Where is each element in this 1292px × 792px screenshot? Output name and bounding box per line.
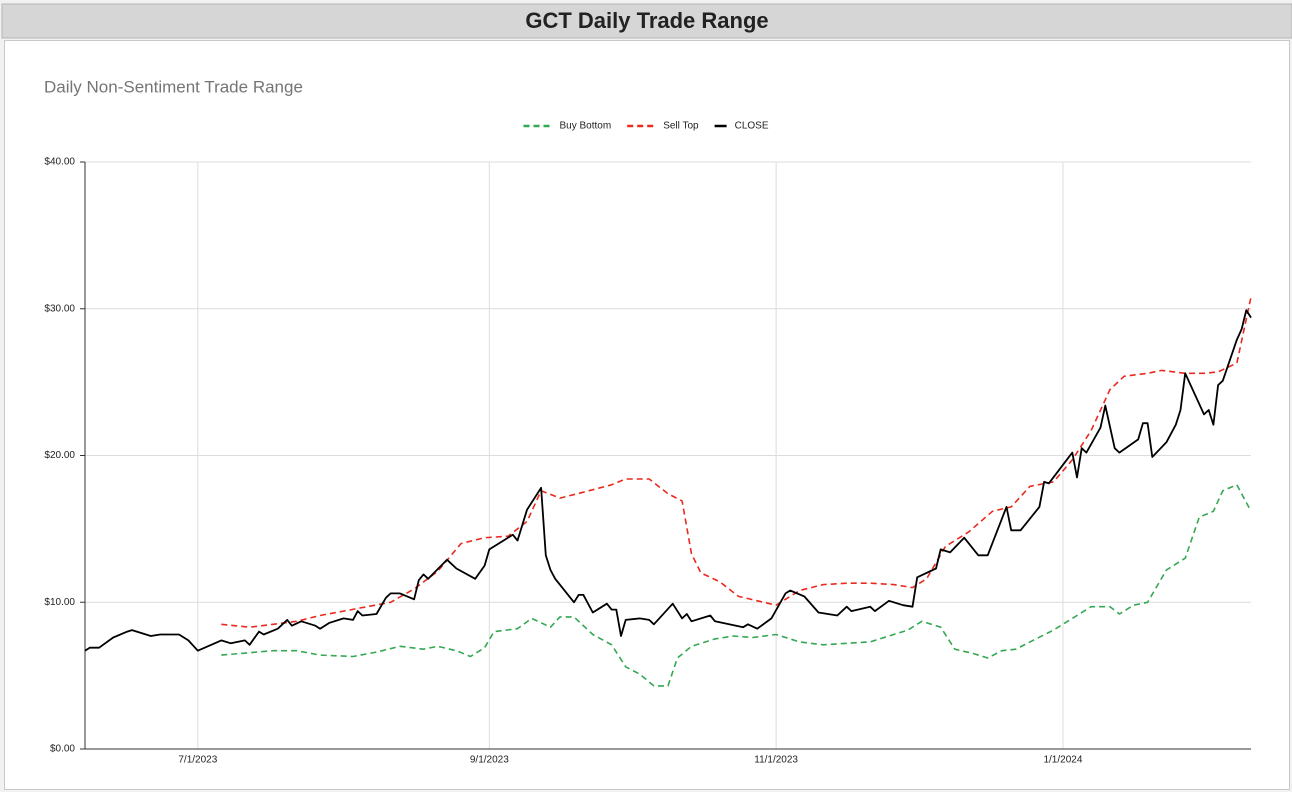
y-tick-label: $10.00	[44, 597, 75, 608]
x-tick-label: 1/1/2024	[1043, 755, 1082, 766]
y-tick-label: $40.00	[44, 157, 75, 168]
line-series	[84, 309, 1252, 652]
legend-label: CLOSE	[735, 121, 769, 132]
chart-panel	[4, 40, 1290, 790]
page-title: GCT Daily Trade Range	[525, 8, 768, 33]
x-tick-label: 9/1/2023	[470, 755, 509, 766]
legend-label: Buy Bottom	[559, 121, 611, 132]
header-bar	[1, 3, 1292, 39]
legend-label: Sell Top	[663, 121, 699, 132]
x-tick-label: 11/1/2023	[754, 755, 798, 766]
y-tick-label: $30.00	[44, 303, 75, 314]
y-tick-label: $20.00	[44, 450, 75, 461]
line-series	[221, 296, 1252, 628]
chart-title: Daily Non-Sentiment Trade Range	[44, 77, 303, 96]
x-tick-label: 7/1/2023	[178, 755, 217, 766]
line-series	[221, 484, 1252, 687]
y-tick-label: $0.00	[50, 744, 75, 755]
